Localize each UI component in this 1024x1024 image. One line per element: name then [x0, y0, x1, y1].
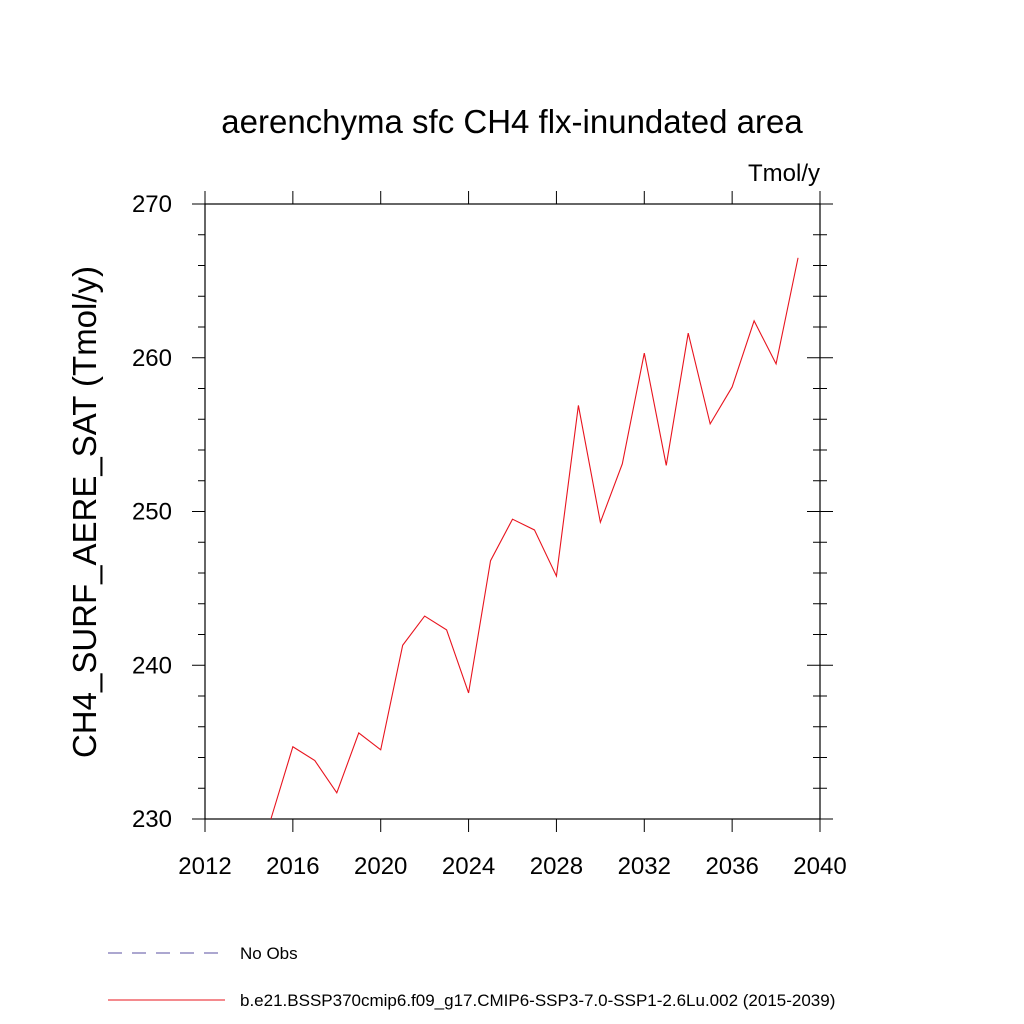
legend: No Obs b.e21.BSSP370cmip6.f09_g17.CMIP6-…	[108, 944, 835, 1010]
legend-label-series: b.e21.BSSP370cmip6.f09_g17.CMIP6-SSP3-7.…	[240, 991, 835, 1010]
x-tick-label: 2032	[618, 853, 671, 880]
y-tick-label: 230	[132, 806, 172, 833]
series-line	[270, 257, 799, 820]
x-tick-label: 2024	[442, 853, 495, 880]
y-tick-label: 240	[132, 652, 172, 679]
units-label: Tmol/y	[748, 160, 820, 187]
y-axis-label: CH4_SURF_AERE_SAT (Tmol/y)	[66, 266, 103, 758]
x-tick-label: 2012	[178, 853, 231, 880]
x-tick-labels: 2012 2016 2020 2024 2028 2032 2036 2040	[178, 853, 846, 880]
legend-label-no-obs: No Obs	[240, 944, 298, 963]
x-tick-label: 2040	[793, 853, 846, 880]
y-tick-label: 270	[132, 191, 172, 218]
x-tick-label: 2020	[354, 853, 407, 880]
axis-ticks	[192, 191, 833, 832]
y-tick-label: 260	[132, 345, 172, 372]
y-tick-labels: 230 240 250 260 270	[132, 191, 172, 833]
plot-frame	[204, 203, 821, 820]
chart-title: aerenchyma sfc CH4 flx-inundated area	[221, 103, 803, 140]
x-tick-label: 2036	[705, 853, 758, 880]
x-tick-label: 2028	[530, 853, 583, 880]
x-tick-label: 2016	[266, 853, 319, 880]
y-tick-label: 250	[132, 499, 172, 526]
series-layer	[270, 257, 799, 820]
